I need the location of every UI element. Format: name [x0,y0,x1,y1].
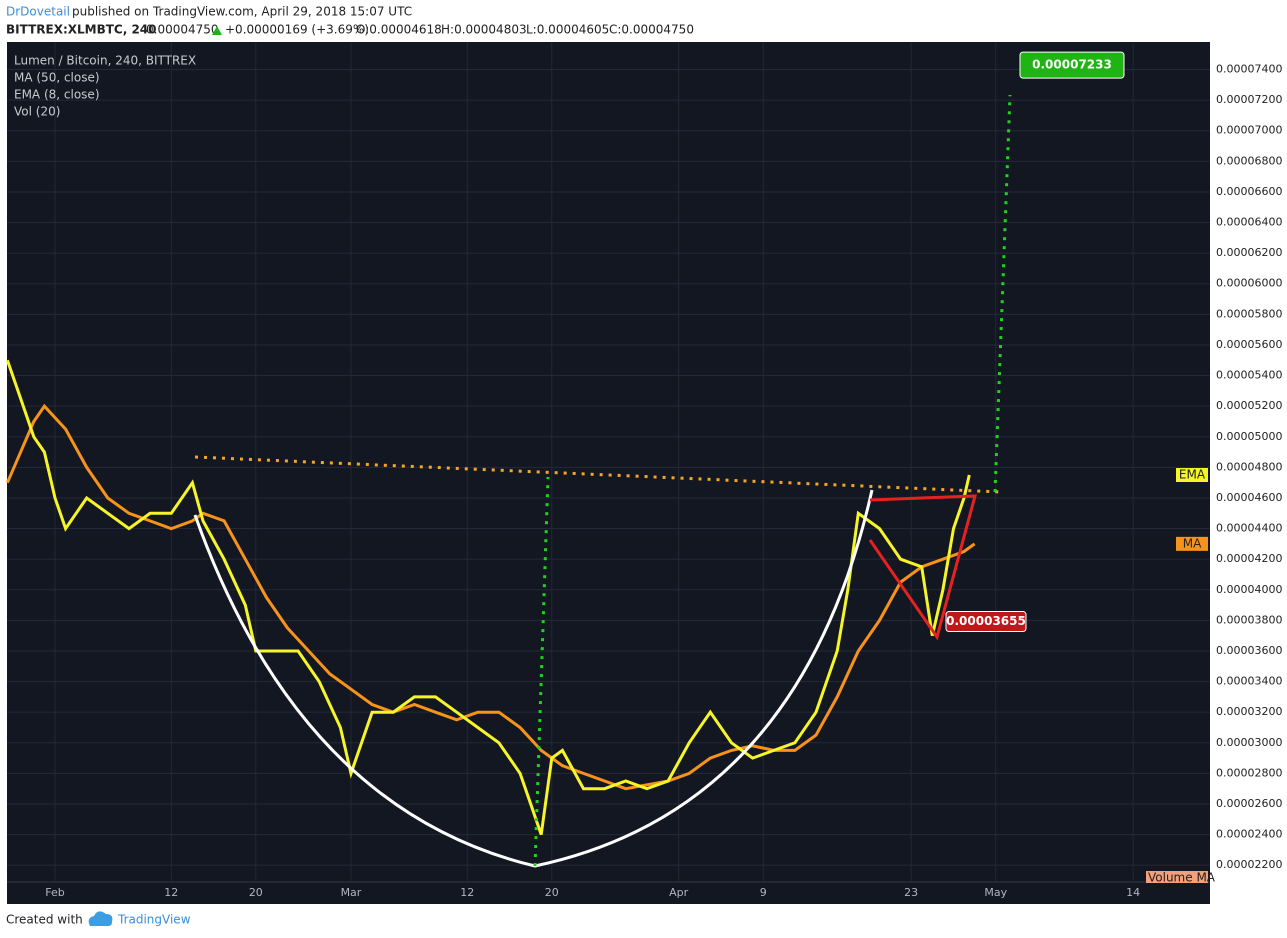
x-tick-label: 14 [1126,886,1140,899]
y-tick-label: 0.00004600 [1216,491,1282,504]
x-tick-label: 20 [249,886,263,899]
y-tick-label: 0.00003000 [1216,736,1282,749]
y-tick-label: 0.00003200 [1216,705,1282,718]
y-tick-label: 0.00002600 [1216,797,1282,810]
y-tick-label: 0.00003600 [1216,644,1282,657]
plot-area [7,42,1210,904]
high: H:0.00004803 [441,23,527,37]
y-tick-label: 0.00005600 [1216,338,1282,351]
change: +0.00000169 (+3.69%) [225,23,369,37]
y-tick-label: 0.00004400 [1216,522,1282,535]
price-callout [945,611,1027,633]
legend-ema: EMA (8, close) [14,88,100,102]
y-tick-label: 0.00002400 [1216,828,1282,841]
y-tick-label: 0.00002200 [1216,858,1282,871]
price-callout-label: 0.00003655 [946,614,1026,628]
chart-title: Lumen / Bitcoin, 240, BITTREX [14,54,196,68]
x-tick-label: 23 [904,886,918,899]
price-axis [1210,42,1287,904]
y-tick-label: 0.00004000 [1216,583,1282,596]
legend-vol: Vol (20) [14,105,60,119]
y-tick-label: 0.00005800 [1216,307,1282,320]
y-tick-label: 0.00004200 [1216,552,1282,565]
author[interactable]: DrDovetail [6,5,70,19]
x-tick-label: 12 [460,886,474,899]
x-tick-label: 12 [164,886,178,899]
logo [88,911,113,926]
y-tick-label: 0.00006600 [1216,185,1282,198]
series-line [6,403,976,791]
y-tick-label: 0.00003400 [1216,675,1282,688]
y-tick-label: 0.00005000 [1216,430,1282,443]
handle-triangle [868,494,977,641]
volume-ma-tag [1146,871,1208,883]
depth-line [533,476,550,867]
y-tick-label: 0.00006800 [1216,154,1282,167]
price-callout [1019,51,1125,79]
x-tick-label: 9 [760,886,767,899]
y-tick-label: 0.00007200 [1216,93,1282,106]
y-tick-label: 0.00003800 [1216,613,1282,626]
close: C:0.00004750 [609,23,694,37]
footer-created: Created with [6,913,83,927]
x-tick-label: 20 [545,886,559,899]
axis-tag [1176,536,1208,551]
y-tick-label: 0.00006400 [1216,216,1282,229]
up-arrow [212,26,222,35]
x-tick-label: May [984,886,1007,899]
x-tick-label: Apr [669,886,689,899]
symbol: BITTREX:XLMBTC, 240 [6,23,157,37]
x-tick-label: Feb [45,886,64,899]
legend-ma: MA (50, close) [14,71,100,85]
footer-brand[interactable]: TradingView [117,913,191,927]
open: O:0.00004618 [356,23,442,37]
volume-ma-label: Volume MA [1148,871,1216,885]
price-callout-label: 0.00007233 [1032,58,1112,72]
y-tick-label: 0.00004800 [1216,460,1282,473]
last-price: 0.00004750 [146,23,219,37]
series-line [5,359,971,836]
axis-tag [1176,468,1208,483]
y-tick-label: 0.00006000 [1216,277,1282,290]
y-tick-label: 0.00002800 [1216,766,1282,779]
y-tick-label: 0.00007000 [1216,124,1282,137]
axis-tag-label: EMA [1179,468,1206,482]
y-tick-label: 0.00005400 [1216,369,1282,382]
y-tick-label: 0.00006200 [1216,246,1282,259]
x-tick-label: Mar [341,886,362,899]
target-line [993,94,1012,493]
axis-tag-label: MA [1183,536,1202,550]
y-tick-label: 0.00005200 [1216,399,1282,412]
published: published on TradingView.com, April 29, … [72,5,412,19]
y-tick-label: 0.00007400 [1216,63,1282,76]
low: L:0.00004605 [526,23,609,37]
